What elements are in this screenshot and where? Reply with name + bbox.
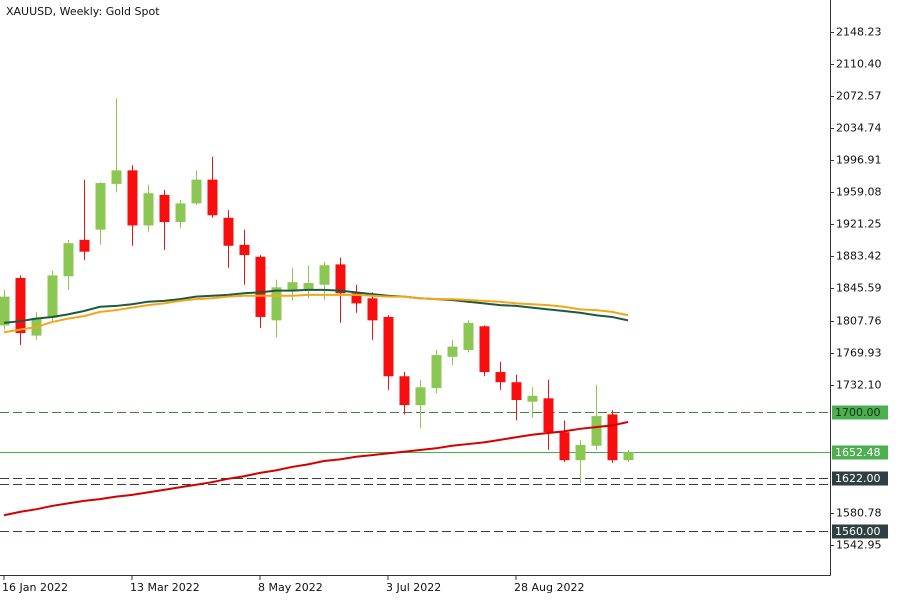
candle-body: [591, 416, 602, 446]
candle-body: [527, 395, 538, 402]
candle-body: [63, 243, 74, 277]
candle-body: [303, 283, 314, 290]
y-tick-label: 1921.25: [836, 218, 882, 231]
chart-title: XAUUSD, Weekly: Gold Spot: [6, 5, 160, 18]
candle-body: [159, 194, 170, 223]
candle-body: [559, 432, 570, 461]
candle-body: [495, 372, 506, 383]
moving-average: [3, 421, 629, 517]
y-tick-label: 2034.74: [836, 122, 882, 135]
candle-body: [0, 296, 10, 326]
candle-body: [415, 387, 426, 406]
candle-body: [383, 316, 394, 377]
candle-body: [335, 264, 346, 294]
y-tick-label: 1580.78: [836, 507, 882, 520]
candle-body: [463, 322, 474, 350]
candle-body: [207, 179, 218, 216]
level-label-box: [832, 405, 888, 420]
y-tick-label: 1959.08: [836, 186, 882, 199]
candle-body: [127, 170, 138, 226]
candle-body: [479, 326, 490, 373]
level-label: 1560.00: [835, 525, 881, 538]
x-tick-label: 16 Jan 2022: [2, 581, 68, 594]
candle-body: [319, 265, 330, 285]
candle-body: [15, 277, 26, 334]
candle-body: [111, 170, 122, 184]
level-label: 1622.00: [835, 472, 881, 485]
candle-body: [623, 452, 634, 461]
level-label-box: [832, 524, 888, 539]
y-tick-label: 1769.93: [836, 347, 882, 360]
candle-body: [95, 183, 106, 230]
level-label-box: [832, 445, 888, 460]
candle-body: [575, 444, 586, 461]
y-tick-label: 1732.10: [836, 379, 882, 392]
level-label: 1700.00: [835, 406, 881, 419]
y-tick-label: 2072.57: [836, 90, 882, 103]
x-tick-label: 28 Aug 2022: [514, 581, 584, 594]
candle-body: [239, 244, 250, 256]
candle-body: [399, 376, 410, 406]
x-tick-label: 13 Mar 2022: [130, 581, 200, 594]
candle-body: [255, 256, 266, 317]
candle-body: [351, 293, 362, 304]
x-tick-label: 8 May 2022: [258, 581, 323, 594]
x-tick-label: 3 Jul 2022: [386, 581, 441, 594]
y-tick-label: 1845.59: [836, 282, 882, 295]
y-tick-label: 2148.23: [836, 26, 882, 39]
candle-body: [431, 355, 442, 389]
y-tick-label: 1542.95: [836, 539, 882, 552]
level-label-box: [832, 471, 888, 486]
candle-body: [511, 382, 522, 400]
candle-body: [607, 414, 618, 461]
y-tick-label: 1883.42: [836, 250, 882, 263]
y-tick-label: 1996.91: [836, 154, 882, 167]
candle-body: [47, 275, 58, 318]
candle-body: [191, 179, 202, 204]
candle-body: [271, 287, 282, 321]
moving-average: [3, 293, 629, 334]
candle-body: [367, 298, 378, 321]
candle-body: [143, 193, 154, 226]
candle-body: [287, 282, 298, 290]
level-label: 1652.48: [835, 446, 881, 459]
moving-average: [3, 288, 629, 324]
candle-body: [175, 203, 186, 223]
y-tick-label: 1807.76: [836, 315, 882, 328]
candle-body: [79, 239, 90, 252]
candle-body: [447, 346, 458, 357]
candle-body: [543, 398, 554, 433]
candle-body: [223, 217, 234, 246]
y-tick-label: 2110.40: [836, 58, 882, 71]
